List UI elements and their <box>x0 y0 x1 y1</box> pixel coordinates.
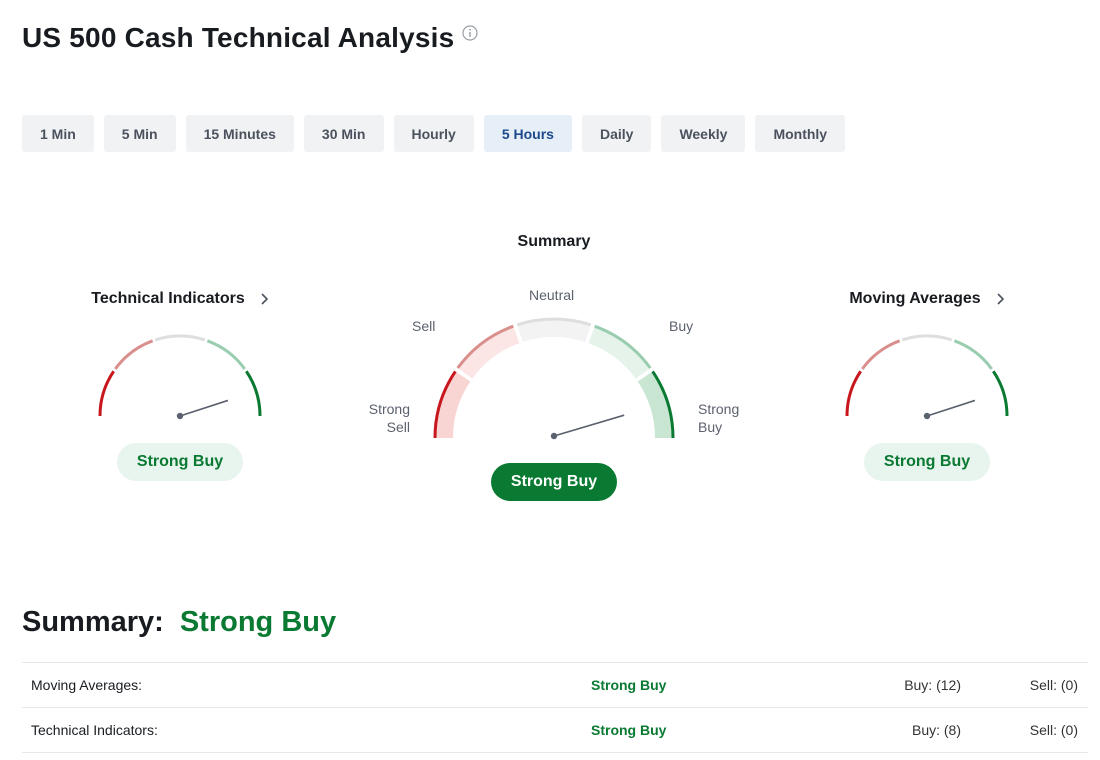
row-sell-count: Sell: (0) <box>1029 677 1078 693</box>
row-name: Technical Indicators: <box>31 722 158 738</box>
tab-1-min[interactable]: 1 Min <box>22 115 94 152</box>
summary-table: Moving Averages: Strong Buy Buy: (12) Se… <box>22 662 1088 753</box>
summary-arcs <box>433 317 675 439</box>
technical-indicators-header[interactable]: Technical Indicators <box>40 290 320 308</box>
page-header: US 500 Cash Technical Analysis <box>22 22 479 54</box>
page-title: US 500 Cash Technical Analysis <box>22 22 455 53</box>
gauge-band-strong-buy <box>637 371 673 438</box>
technical-indicators-verdict: Strong Buy <box>116 443 244 481</box>
technical-indicators-dial <box>98 334 262 420</box>
row-buy-count: Buy: (12) <box>904 677 961 693</box>
row-verdict: Strong Buy <box>591 722 667 738</box>
gauge-band-sell <box>457 326 520 379</box>
gauge-arc-neutral <box>154 334 206 342</box>
tab-hourly[interactable]: Hourly <box>393 115 474 152</box>
summary-heading: Summary: Strong Buy <box>22 606 336 639</box>
table-row: Moving Averages: Strong Buy Buy: (12) Se… <box>22 662 1088 708</box>
gauge-arc-neutral <box>901 334 953 342</box>
label-strong-sell-line1: Strong <box>368 401 410 417</box>
moving-averages-verdict: Strong Buy <box>863 443 991 481</box>
technical-indicators-needle-pivot <box>176 412 184 420</box>
summary-gauge-title: Summary <box>517 233 591 250</box>
table-row: Technical Indicators: Strong Buy Buy: (8… <box>22 707 1088 753</box>
row-name: Moving Averages: <box>31 677 143 693</box>
moving-averages-title: Moving Averages <box>849 290 981 307</box>
gauge-arc-buy <box>206 339 246 370</box>
summary-label: Summary: <box>22 606 164 638</box>
tab-monthly[interactable]: Monthly <box>755 115 846 152</box>
gauges-area: Technical Indicators Strong Buy Summary … <box>0 228 1100 518</box>
gauge-arc-sell <box>114 339 154 370</box>
gauge-band-strong-sell <box>435 371 471 438</box>
label-sell: Sell <box>412 318 436 334</box>
technical-indicators-gauge: Technical Indicators Strong Buy <box>40 228 320 481</box>
label-strong-buy-line2: Buy <box>698 419 723 435</box>
row-verdict: Strong Buy <box>591 677 667 693</box>
gauge-arc-strong-sell <box>433 370 457 439</box>
gauge-arc-strong-buy <box>651 370 675 439</box>
row-buy-count: Buy: (8) <box>911 722 961 738</box>
moving-averages-header[interactable]: Moving Averages <box>787 290 1067 308</box>
summary-needle <box>553 414 625 437</box>
label-neutral: Neutral <box>529 287 575 303</box>
tab-15-minutes[interactable]: 15 Minutes <box>185 115 294 152</box>
tab-5-hours[interactable]: 5 Hours <box>483 115 572 152</box>
label-strong-buy-line1: Strong <box>698 401 740 417</box>
moving-averages-arcs <box>845 334 1009 417</box>
gauge-band-neutral <box>517 319 591 342</box>
label-strong-buy: Strong Buy <box>698 400 739 436</box>
info-circle-icon[interactable] <box>462 25 479 41</box>
gauge-arc-strong-sell <box>98 370 115 417</box>
moving-averages-gauge: Moving Averages Strong Buy <box>787 228 1067 481</box>
technical-indicators-title: Technical Indicators <box>91 290 245 307</box>
gauge-arc-sell <box>861 339 901 370</box>
gauge-arc-neutral <box>516 317 592 327</box>
gauge-arc-buy <box>953 339 993 370</box>
summary-gauge: Summary Neutral Sell Buy Strong Sell Str… <box>354 228 754 518</box>
tab-30-min[interactable]: 30 Min <box>303 115 384 152</box>
moving-averages-dial <box>845 334 1009 420</box>
summary-verdict: Strong Buy <box>490 463 618 501</box>
summary-needle-pivot <box>550 432 558 440</box>
technical-indicators-needle <box>179 399 229 417</box>
gauge-arc-strong-buy <box>992 370 1009 417</box>
tab-daily[interactable]: Daily <box>581 115 652 152</box>
chevron-right-icon <box>261 293 268 305</box>
moving-averages-needle-pivot <box>923 412 931 420</box>
gauge-arc-strong-buy <box>245 370 262 417</box>
technical-indicators-arcs <box>98 334 262 417</box>
row-sell-count: Sell: (0) <box>1029 722 1078 738</box>
chevron-right-icon <box>997 293 1004 305</box>
summary-dial <box>433 317 675 440</box>
label-strong-sell: Strong Sell <box>364 400 410 436</box>
gauge-arc-strong-sell <box>845 370 862 417</box>
gauge-band-buy <box>588 326 651 379</box>
label-buy: Buy <box>669 318 694 334</box>
tab-weekly[interactable]: Weekly <box>661 115 746 152</box>
moving-averages-needle <box>926 399 976 417</box>
timeframe-tabs: 1 Min 5 Min 15 Minutes 30 Min Hourly 5 H… <box>22 115 846 152</box>
gauge-arc-sell <box>456 324 514 369</box>
summary-verdict-text: Strong Buy <box>179 606 337 638</box>
gauge-arc-buy <box>594 324 652 369</box>
tab-5-min[interactable]: 5 Min <box>103 115 176 152</box>
label-strong-sell-line2: Sell <box>386 419 410 435</box>
